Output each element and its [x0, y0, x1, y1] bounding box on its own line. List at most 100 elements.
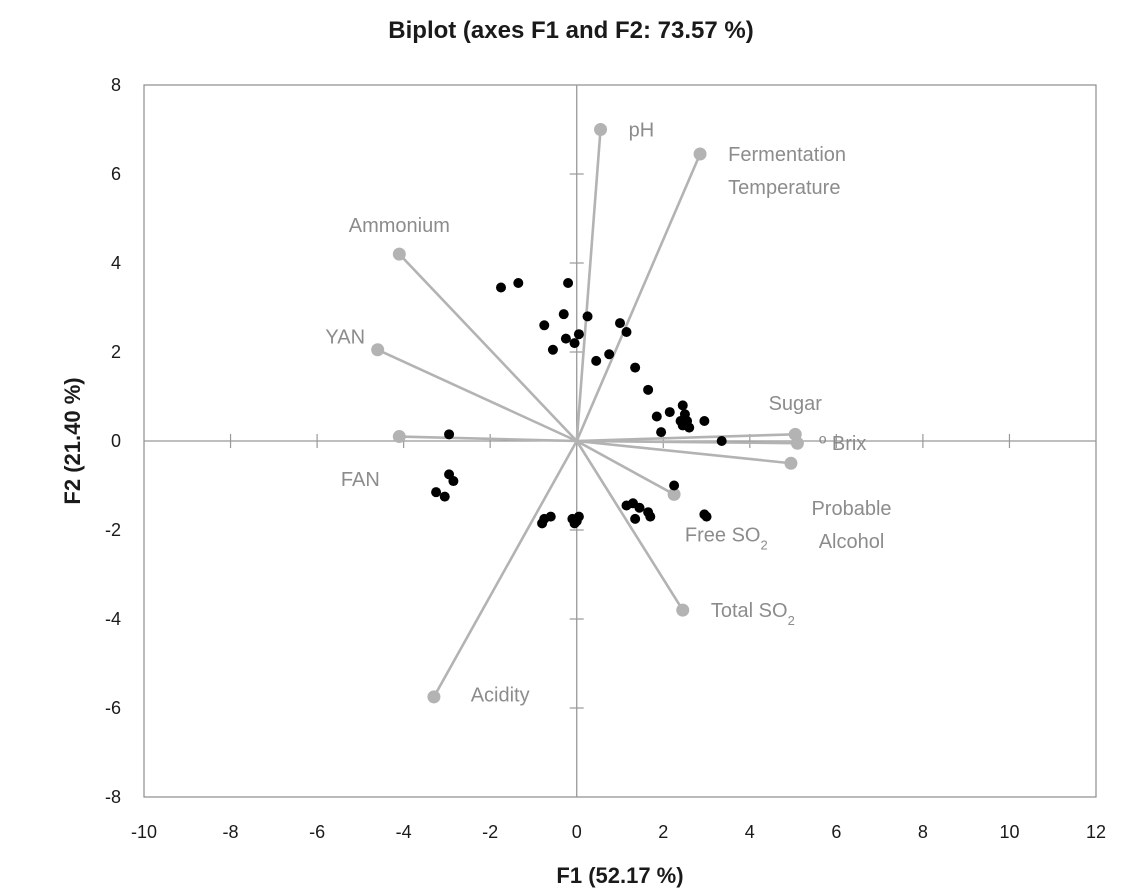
- variable-marker: [667, 487, 681, 501]
- x-tick-label: -10: [131, 822, 157, 842]
- y-tick-label: -4: [105, 609, 121, 629]
- variable-vector: [377, 348, 578, 443]
- variable-labels: pH Fermentation Temperature Ammonium YAN FAN S…: [325, 120, 891, 707]
- variable-label: Alcohol: [819, 531, 885, 553]
- x-tick-label: -2: [482, 822, 498, 842]
- y-tick-label: -6: [105, 698, 121, 718]
- observation-point: [651, 411, 662, 422]
- x-tick-label: 0: [572, 822, 582, 842]
- observation-point: [656, 427, 667, 438]
- observation-point: [591, 355, 602, 366]
- observation-point: [448, 476, 459, 487]
- observation-point: [537, 518, 548, 529]
- x-tick-label: 10: [999, 822, 1019, 842]
- variable-marker: [371, 343, 385, 357]
- observation-point: [563, 278, 574, 289]
- observation-point: [615, 318, 625, 329]
- variable-label: Temperature: [728, 177, 840, 199]
- observation-point: [444, 429, 455, 440]
- x-tick-label: 8: [918, 822, 928, 842]
- observation-point: [431, 487, 442, 498]
- x-tick-label: 12: [1086, 822, 1106, 842]
- variable-label: Ammonium: [349, 215, 450, 237]
- y-tick-label: -2: [105, 520, 121, 540]
- observation-point: [513, 278, 524, 289]
- variable-vector: [576, 439, 798, 445]
- observation-point: [645, 511, 656, 522]
- observation-point: [669, 480, 680, 491]
- variable-vector: [576, 439, 675, 496]
- chart-title: Biplot (axes F1 and F2: 73.57 %): [388, 17, 753, 44]
- observation-point: [716, 436, 727, 446]
- variable-label: Acidity: [471, 685, 530, 707]
- variable-vectors: [371, 123, 804, 704]
- variable-marker: [676, 603, 690, 617]
- variable-marker: [392, 430, 406, 444]
- observation-point: [643, 384, 654, 395]
- observation-point: [560, 333, 571, 344]
- x-tick-label: 2: [658, 822, 668, 842]
- variable-label: YAN: [325, 326, 365, 348]
- variable-vector: [575, 129, 602, 442]
- observation-point: [684, 422, 695, 433]
- variable-marker: [693, 147, 707, 161]
- observation-point: [496, 282, 506, 293]
- observation-points: [431, 278, 727, 529]
- y-tick-label: 6: [111, 164, 121, 184]
- variable-label: Probable: [811, 498, 891, 520]
- x-tick-labels: -10 -8 -6 -4 -2 0 2 4 6 8 10 12: [131, 822, 1106, 842]
- variable-label: pH: [629, 120, 655, 142]
- observation-point: [558, 309, 569, 320]
- variable-label: Free SO2: [685, 524, 768, 552]
- observation-point: [604, 349, 615, 360]
- variable-label: º Brix: [819, 433, 866, 455]
- variable-marker: [594, 123, 608, 136]
- variable-label: Fermentation: [728, 144, 846, 166]
- variable-vector: [575, 153, 702, 442]
- x-tick-label: -4: [396, 822, 412, 842]
- subscript-digit: 2: [788, 613, 795, 628]
- variable-marker: [392, 247, 406, 261]
- x-axis-title: F1 (52.17 %): [556, 863, 683, 888]
- observation-point: [630, 362, 641, 373]
- observation-point: [573, 511, 584, 522]
- observation-point: [573, 329, 584, 340]
- x-tick-label: 6: [831, 822, 841, 842]
- observation-point: [569, 338, 580, 349]
- y-tick-labels: -8 -6 -4 -2 0 2 4 6 8: [105, 75, 121, 807]
- observation-point: [582, 311, 593, 322]
- variable-label: Sugar: [769, 393, 823, 415]
- variable-marker: [790, 436, 804, 450]
- observation-point: [439, 491, 450, 502]
- observation-point: [677, 400, 688, 411]
- y-tick-label: -8: [105, 787, 121, 807]
- observation-point: [547, 344, 558, 355]
- x-tick-label: -8: [223, 822, 239, 842]
- observation-point: [634, 502, 645, 513]
- subscript-digit: 2: [760, 537, 767, 552]
- y-tick-label: 4: [111, 253, 121, 273]
- x-tick-label: 4: [745, 822, 755, 842]
- y-axis-title: F2 (21.40 %): [60, 377, 85, 504]
- y-tick-label: 8: [111, 75, 121, 95]
- variable-vector: [576, 439, 792, 465]
- variable-vector: [399, 435, 577, 443]
- x-tick-label: -6: [309, 822, 325, 842]
- observation-point: [701, 511, 712, 522]
- observation-point: [699, 415, 710, 426]
- y-tick-label: 0: [111, 431, 121, 451]
- variable-marker: [427, 690, 441, 704]
- variable-label: FAN: [341, 469, 380, 491]
- variable-label: Total SO2: [711, 600, 795, 628]
- observation-point: [539, 320, 550, 331]
- variable-vector: [398, 253, 578, 442]
- y-tick-label: 2: [111, 342, 121, 362]
- observation-point: [621, 326, 632, 337]
- variable-vector: [576, 433, 796, 443]
- observation-point: [630, 513, 641, 524]
- variable-vector: [432, 440, 578, 698]
- observation-point: [545, 511, 556, 522]
- observation-point: [664, 407, 675, 418]
- variable-vector: [575, 440, 684, 611]
